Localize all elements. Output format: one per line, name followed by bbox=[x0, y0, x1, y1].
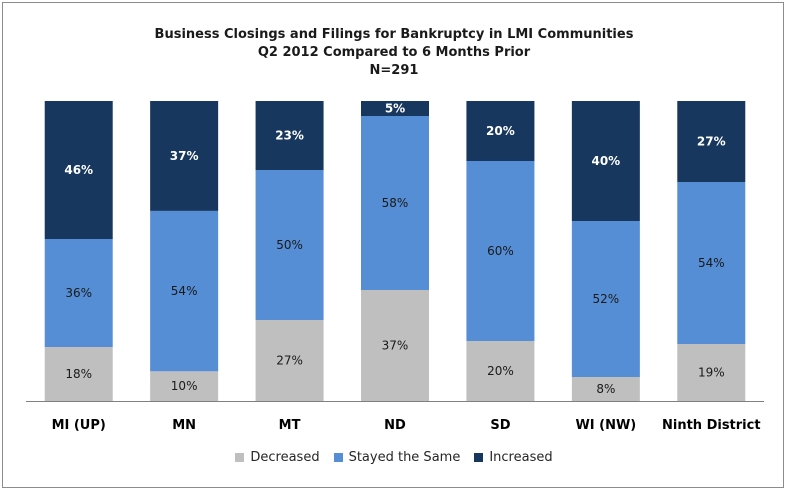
legend-item-increased: Increased bbox=[474, 450, 553, 465]
bar-segment-wi-nw-increased bbox=[571, 101, 640, 221]
bar-segment-mt-decreased bbox=[255, 320, 324, 401]
bar-segment-mi-up-decreased bbox=[44, 347, 113, 401]
data-label-ninth-district-decreased: 19% bbox=[698, 366, 725, 380]
bar-segment-ninth-district-increased bbox=[677, 101, 746, 182]
data-label-mi-up-stayed-the-same: 36% bbox=[65, 286, 92, 300]
data-label-sd-increased: 20% bbox=[486, 124, 515, 138]
data-label-nd-increased: 5% bbox=[385, 102, 405, 116]
data-label-mn-increased: 37% bbox=[170, 149, 199, 163]
bar-segment-mi-up-increased bbox=[44, 101, 113, 239]
category-label-mn: MN bbox=[172, 418, 196, 433]
legend-swatch-decreased bbox=[235, 453, 245, 462]
legend: Decreased Stayed the Same Increased bbox=[0, 450, 788, 465]
legend-swatch-stayed-the-same bbox=[333, 453, 343, 462]
chart-note: N=291 bbox=[369, 63, 419, 78]
legend-label-decreased: Decreased bbox=[250, 450, 320, 465]
bar-segment-sd-increased bbox=[466, 101, 535, 161]
data-label-wi-nw-stayed-the-same: 52% bbox=[593, 292, 620, 306]
data-label-mi-up-decreased: 18% bbox=[65, 367, 92, 381]
bar-segment-mn-stayed-the-same bbox=[150, 210, 219, 372]
category-label-mt: MT bbox=[279, 418, 301, 433]
bar-segment-nd-decreased bbox=[361, 290, 429, 401]
category-label-sd: SD bbox=[490, 418, 510, 433]
data-label-mt-decreased: 27% bbox=[276, 354, 303, 368]
chart-title: Business Closings and Filings for Bankru… bbox=[154, 27, 634, 42]
bar-segment-mn-decreased bbox=[150, 371, 219, 401]
bar-segment-sd-decreased bbox=[466, 341, 535, 401]
data-label-nd-stayed-the-same: 58% bbox=[382, 196, 409, 210]
data-label-wi-nw-decreased: 8% bbox=[596, 382, 615, 396]
bar-segment-ninth-district-stayed-the-same bbox=[677, 182, 746, 344]
bar-segment-ninth-district-decreased bbox=[677, 344, 746, 401]
data-label-ninth-district-increased: 27% bbox=[697, 135, 726, 149]
data-label-nd-decreased: 37% bbox=[382, 339, 409, 353]
chart-subtitle: Q2 2012 Compared to 6 Months Prior bbox=[257, 45, 531, 60]
category-label-wi-nw: WI (NW) bbox=[575, 418, 636, 433]
category-label-mi-up: MI (UP) bbox=[52, 418, 106, 433]
legend-item-stayed-the-same: Stayed the Same bbox=[333, 450, 461, 465]
bar-segment-mn-increased bbox=[150, 101, 219, 211]
data-label-mn-stayed-the-same: 54% bbox=[171, 284, 198, 298]
data-label-wi-nw-increased: 40% bbox=[591, 154, 620, 168]
bar-segment-mt-stayed-the-same bbox=[255, 170, 324, 320]
chart-titles: Business Closings and Filings for Bankru… bbox=[0, 26, 788, 80]
legend-label-increased: Increased bbox=[489, 450, 553, 465]
category-label-nd: ND bbox=[384, 418, 406, 433]
data-label-ninth-district-stayed-the-same: 54% bbox=[698, 256, 725, 270]
bar-segment-wi-nw-stayed-the-same bbox=[571, 221, 640, 377]
data-label-sd-stayed-the-same: 60% bbox=[487, 244, 514, 258]
data-label-mt-increased: 23% bbox=[275, 129, 304, 143]
legend-swatch-increased bbox=[474, 453, 484, 462]
legend-item-decreased: Decreased bbox=[235, 450, 320, 465]
data-label-mn-decreased: 10% bbox=[171, 379, 198, 393]
bar-segment-mi-up-stayed-the-same bbox=[44, 239, 113, 347]
legend-label-stayed-the-same: Stayed the Same bbox=[348, 450, 461, 465]
data-label-sd-decreased: 20% bbox=[487, 364, 514, 378]
bar-segment-nd-increased bbox=[361, 101, 429, 116]
bar-segment-sd-stayed-the-same bbox=[466, 161, 535, 341]
data-label-mi-up-increased: 46% bbox=[64, 163, 93, 177]
data-label-mt-stayed-the-same: 50% bbox=[276, 238, 303, 252]
category-label-ninth-district: Ninth District bbox=[662, 418, 761, 433]
bar-segment-mt-increased bbox=[255, 101, 324, 170]
bar-segment-wi-nw-decreased bbox=[571, 377, 640, 401]
bar-segment-nd-stayed-the-same bbox=[361, 116, 429, 290]
